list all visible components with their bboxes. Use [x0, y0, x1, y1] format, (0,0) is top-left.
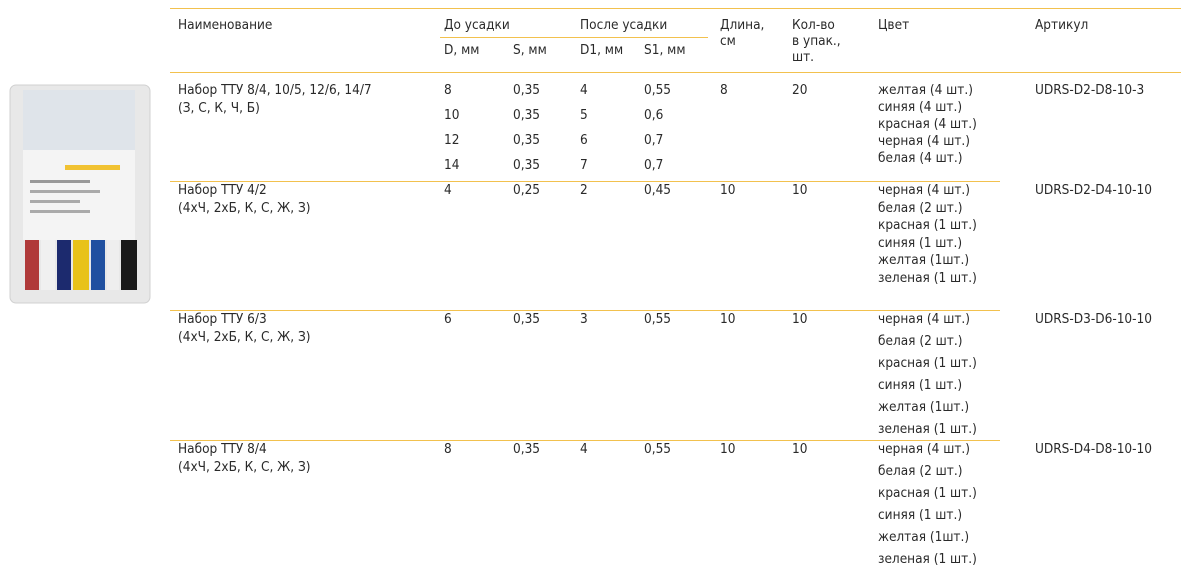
name-cell: Набор ТТУ 8/4: [178, 441, 267, 457]
value-cell: 5: [580, 107, 588, 123]
color-cell: зеленая (1 шт.): [878, 269, 977, 286]
color-cell: белая (2 шт.): [878, 333, 963, 349]
header-cell: шт.: [792, 49, 815, 65]
value-cell: 7: [580, 157, 588, 173]
product-image: [9, 84, 151, 304]
rule: [170, 181, 1000, 182]
color-cell: черная (4 шт.): [878, 133, 971, 149]
rule: [440, 37, 708, 38]
value-cell: 0,7: [644, 132, 664, 148]
color-cell: белая (4 шт.): [878, 150, 963, 166]
rule: [170, 440, 1000, 441]
value-cell: 0,35: [513, 157, 541, 173]
name-cell: (4хЧ, 2хБ, К, С, Ж, З): [178, 329, 311, 345]
value-cell: 2: [580, 182, 588, 198]
value-cell: 8: [720, 82, 728, 98]
value-cell: 0,7: [644, 157, 664, 173]
value-cell: 8: [444, 441, 452, 457]
value-cell: 4: [580, 441, 588, 457]
color-cell: красная (4 шт.): [878, 116, 977, 132]
name-cell: Набор ТТУ 4/2: [178, 182, 267, 198]
color-cell: зеленая (1 шт.): [878, 551, 977, 567]
header-cell: Длина,: [720, 17, 765, 33]
name-cell: (З, С, К, Ч, Б): [178, 100, 260, 116]
color-cell: желтая (4 шт.): [878, 82, 973, 98]
value-cell: 4: [580, 82, 588, 98]
value-cell: 10: [444, 107, 460, 123]
color-cell: синяя (1 шт.): [878, 234, 963, 251]
header-cell: До усадки: [444, 17, 510, 33]
color-cell: красная (1 шт.): [878, 355, 977, 371]
value-cell: 0,45: [644, 182, 672, 198]
value-cell: 10: [720, 441, 736, 457]
color-cell: черная (4 шт.): [878, 182, 971, 198]
value-cell: 0,25: [513, 182, 541, 198]
value-cell: 0,55: [644, 82, 672, 98]
header-cell: Кол-во: [792, 17, 835, 33]
value-cell: 6: [580, 132, 588, 148]
name-cell: (4хЧ, 2хБ, К, С, Ж, З): [178, 200, 311, 216]
name-cell: Набор ТТУ 8/4, 10/5, 12/6, 14/7: [178, 82, 372, 98]
color-cell: черная (4 шт.): [878, 311, 971, 327]
color-cell: синяя (1 шт.): [878, 377, 963, 393]
color-cell: белая (2 шт.): [878, 463, 963, 479]
rule: [170, 8, 1181, 9]
article-cell: UDRS-D2-D4-10-10: [1035, 182, 1152, 198]
header-cell: см: [720, 33, 736, 49]
header-cell: в упак.,: [792, 33, 841, 49]
value-cell: 6: [444, 311, 452, 327]
article-cell: UDRS-D3-D6-10-10: [1035, 311, 1152, 327]
name-cell: (4хЧ, 2хБ, К, С, Ж, З): [178, 459, 311, 475]
color-cell: красная (1 шт.): [878, 217, 977, 233]
rule: [170, 72, 1181, 73]
value-cell: 10: [792, 441, 808, 457]
color-cell: желтая (1шт.): [878, 252, 970, 268]
value-cell: 10: [720, 182, 736, 198]
header-cell: Наименование: [178, 17, 273, 33]
color-cell: черная (4 шт.): [878, 441, 971, 457]
name-cell: Набор ТТУ 6/3: [178, 311, 267, 327]
header-cell: Артикул: [1035, 17, 1089, 33]
value-cell: 4: [444, 182, 452, 198]
value-cell: 20: [792, 82, 808, 98]
value-cell: 10: [792, 182, 808, 198]
value-cell: 12: [444, 132, 460, 148]
value-cell: 0,35: [513, 311, 541, 327]
color-cell: синяя (1 шт.): [878, 507, 963, 523]
header-cell: S, мм: [513, 42, 547, 58]
header-cell: Цвет: [878, 17, 910, 33]
color-cell: желтая (1шт.): [878, 529, 970, 545]
value-cell: 0,35: [513, 82, 541, 98]
color-cell: синяя (4 шт.): [878, 99, 963, 115]
value-cell: 0,55: [644, 311, 672, 327]
value-cell: 0,55: [644, 441, 672, 457]
header-cell: S1, мм: [644, 42, 686, 58]
header-cell: После усадки: [580, 17, 668, 33]
value-cell: 10: [720, 311, 736, 327]
value-cell: 10: [792, 311, 808, 327]
header-cell: D1, мм: [580, 42, 624, 58]
value-cell: 0,35: [513, 441, 541, 457]
value-cell: 0,35: [513, 107, 541, 123]
rule: [170, 310, 1000, 311]
article-cell: UDRS-D2-D8-10-3: [1035, 82, 1145, 98]
color-cell: зеленая (1 шт.): [878, 421, 977, 437]
value-cell: 8: [444, 82, 452, 98]
color-cell: желтая (1шт.): [878, 399, 970, 415]
value-cell: 0,35: [513, 132, 541, 148]
color-cell: красная (1 шт.): [878, 485, 977, 501]
value-cell: 3: [580, 311, 588, 327]
header-cell: D, мм: [444, 42, 480, 58]
article-cell: UDRS-D4-D8-10-10: [1035, 441, 1152, 457]
value-cell: 14: [444, 157, 460, 173]
value-cell: 0,6: [644, 107, 664, 123]
color-cell: белая (2 шт.): [878, 199, 963, 216]
